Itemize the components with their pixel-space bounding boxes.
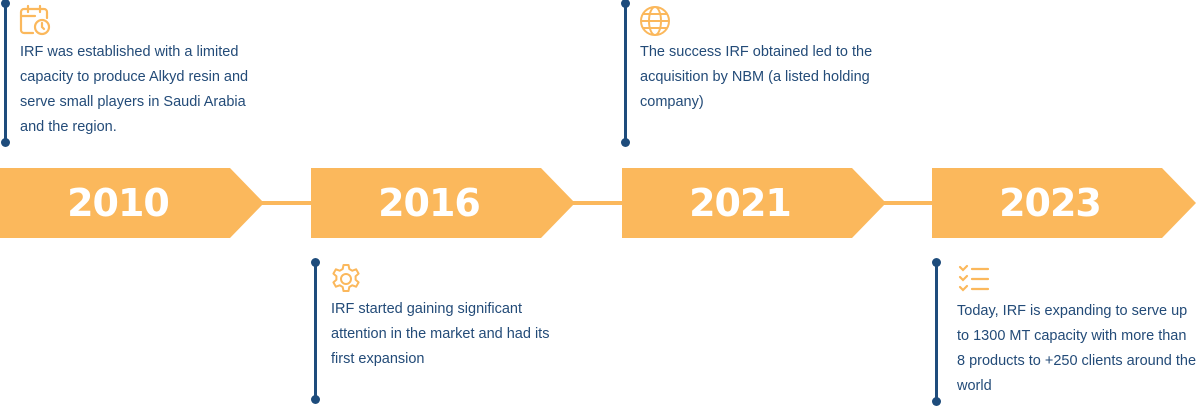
connector-line bbox=[566, 201, 626, 205]
year-arrow-2010: 2010 bbox=[0, 168, 264, 238]
gear-icon bbox=[332, 264, 360, 292]
connector-line bbox=[877, 201, 937, 205]
milestone-description: Today, IRF is expanding to serve up to 1… bbox=[957, 303, 1197, 394]
milestone-line bbox=[932, 258, 941, 406]
globe-icon bbox=[640, 6, 670, 36]
milestone-line bbox=[311, 258, 320, 404]
milestone-line bbox=[621, 0, 630, 147]
checklist-icon bbox=[958, 264, 990, 292]
year-label: 2010 bbox=[67, 181, 170, 225]
milestone-description: The success IRF obtained led to the acqu… bbox=[640, 44, 873, 110]
milestone-line bbox=[1, 0, 10, 147]
year-label: 2023 bbox=[999, 181, 1102, 225]
year-arrow-2023: 2023 bbox=[932, 168, 1196, 238]
year-arrow-2016: 2016 bbox=[311, 168, 575, 238]
connector-line bbox=[255, 201, 315, 205]
milestone-description: IRF was established with a limited capac… bbox=[20, 44, 249, 135]
calendar-clock-icon bbox=[19, 4, 51, 36]
year-label: 2016 bbox=[378, 181, 481, 225]
year-label: 2021 bbox=[689, 181, 792, 225]
year-arrow-2021: 2021 bbox=[622, 168, 886, 238]
milestone-description: IRF started gaining significant attentio… bbox=[331, 301, 550, 367]
